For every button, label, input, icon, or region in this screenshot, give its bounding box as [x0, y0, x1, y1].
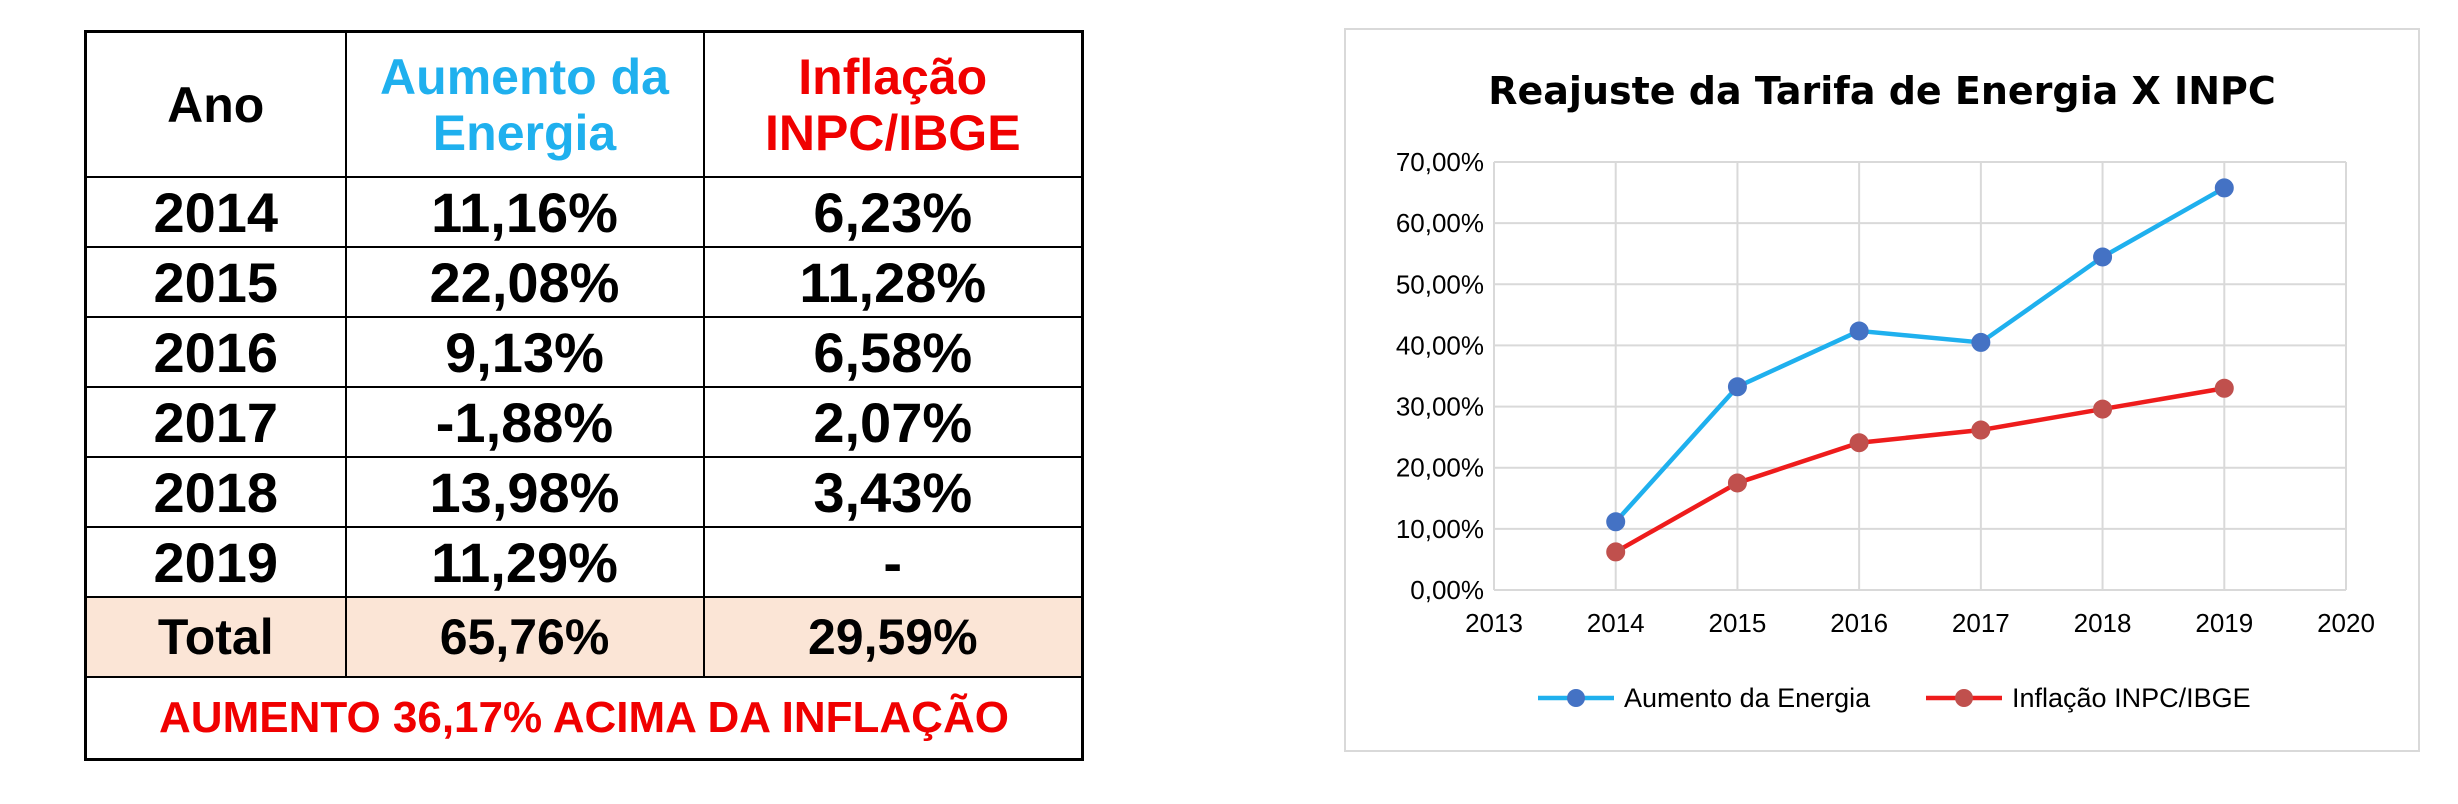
- header-inflation-line2: INPC/IBGE: [764, 104, 1021, 161]
- data-point: [1727, 377, 1747, 397]
- chart-svg: Reajuste da Tarifa de Energia X INPC 0,0…: [1396, 69, 2375, 713]
- cell-year: 2015: [84, 246, 347, 318]
- cell-year: 2018: [84, 456, 347, 528]
- data-point: [1606, 512, 1626, 532]
- data-point: [1606, 542, 1626, 562]
- cell-energy: 11,29%: [344, 526, 705, 598]
- header-energy-line2: Energia: [432, 104, 617, 161]
- cell-energy: 11,16%: [344, 176, 705, 248]
- y-tick-label: 10,00%: [1396, 514, 1484, 544]
- grid-lines: [1493, 161, 2347, 591]
- y-tick-label: 70,00%: [1396, 147, 1484, 177]
- x-tick-label: 2020: [2317, 608, 2375, 638]
- cell-inflation: -: [702, 526, 1084, 598]
- y-tick-label: 50,00%: [1396, 269, 1484, 299]
- x-tick-label: 2015: [1709, 608, 1767, 638]
- x-tick-labels: 2013 2014 2015 2016 2017 2018 2019 2020: [1465, 608, 2375, 638]
- legend-label: Inflação INPC/IBGE: [2012, 683, 2251, 713]
- total-row: Total 65,76% 29,59%: [84, 596, 1084, 678]
- data-point: [1727, 473, 1747, 493]
- table-header-row: Ano Aumento da Energia Inflação INPC/IBG…: [84, 30, 1084, 178]
- total-label: Total: [84, 596, 347, 678]
- y-tick-label: 40,00%: [1396, 330, 1484, 360]
- cell-year: 2014: [84, 176, 347, 248]
- header-inflation: Inflação INPC/IBGE: [702, 30, 1084, 178]
- cell-energy: -1,88%: [344, 386, 705, 458]
- data-point: [1971, 420, 1991, 440]
- cell-year: 2019: [84, 526, 347, 598]
- line-chart: Reajuste da Tarifa de Energia X INPC 0,0…: [1344, 28, 2420, 752]
- series-line-1: [1614, 386, 2225, 554]
- table-row: 2016 9,13% 6,58%: [84, 316, 1084, 388]
- data-point: [2214, 378, 2234, 398]
- x-tick-label: 2018: [2074, 608, 2132, 638]
- legend: Aumento da Energia Inflação INPC/IBGE: [1538, 683, 2251, 713]
- data-point: [1849, 433, 1869, 453]
- data-point: [2093, 399, 2113, 419]
- header-energy: Aumento da Energia: [344, 30, 705, 178]
- data-point: [1849, 321, 1869, 341]
- header-energy-line1: Aumento da: [380, 48, 669, 105]
- cell-inflation: 11,28%: [702, 246, 1084, 318]
- data-table: Ano Aumento da Energia Inflação INPC/IBG…: [84, 30, 1084, 761]
- table-row: 2017 -1,88% 2,07%: [84, 386, 1084, 458]
- series-line-0: [1614, 185, 2226, 524]
- cell-energy: 13,98%: [344, 456, 705, 528]
- cell-inflation: 6,58%: [702, 316, 1084, 388]
- total-energy: 65,76%: [344, 596, 705, 678]
- y-tick-label: 0,00%: [1410, 575, 1484, 605]
- cell-inflation: 2,07%: [702, 386, 1084, 458]
- x-tick-label: 2013: [1465, 608, 1523, 638]
- cell-year: 2017: [84, 386, 347, 458]
- data-point: [1971, 332, 1991, 352]
- x-tick-label: 2019: [2195, 608, 2253, 638]
- footer-row: AUMENTO 36,17% ACIMA DA INFLAÇÃO: [84, 676, 1084, 761]
- header-inflation-line1: Inflação: [798, 48, 988, 105]
- cell-inflation: 6,23%: [702, 176, 1084, 248]
- cell-energy: 9,13%: [344, 316, 705, 388]
- legend-label: Aumento da Energia: [1624, 683, 1871, 713]
- total-inflation: 29,59%: [702, 596, 1084, 678]
- header-year: Ano: [84, 30, 347, 178]
- y-tick-labels: 0,00% 10,00% 20,00% 30,00% 40,00% 50,00% 60,00…: [1396, 147, 1484, 605]
- legend-marker: [1567, 689, 1585, 707]
- cell-inflation: 3,43%: [702, 456, 1084, 528]
- data-point: [2093, 247, 2113, 267]
- x-tick-label: 2014: [1587, 608, 1645, 638]
- legend-marker: [1955, 689, 1973, 707]
- chart-title: Reajuste da Tarifa de Energia X INPC: [1488, 69, 2275, 113]
- cell-year: 2016: [84, 316, 347, 388]
- table-row: 2018 13,98% 3,43%: [84, 456, 1084, 528]
- data-point: [2214, 178, 2234, 198]
- table-row: 2019 11,29% -: [84, 526, 1084, 598]
- cell-energy: 22,08%: [344, 246, 705, 318]
- table-row: 2015 22,08% 11,28%: [84, 246, 1084, 318]
- y-tick-label: 60,00%: [1396, 208, 1484, 238]
- table-row: 2014 11,16% 6,23%: [84, 176, 1084, 248]
- y-tick-label: 20,00%: [1396, 453, 1484, 483]
- x-tick-label: 2016: [1830, 608, 1888, 638]
- footer-note: AUMENTO 36,17% ACIMA DA INFLAÇÃO: [84, 676, 1084, 761]
- x-tick-label: 2017: [1952, 608, 2010, 638]
- series-layer: [1606, 178, 2234, 562]
- y-tick-label: 30,00%: [1396, 392, 1484, 422]
